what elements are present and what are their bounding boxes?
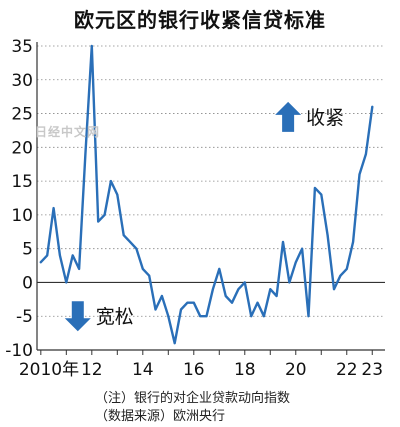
x-tick-label: 22 xyxy=(336,360,358,380)
data-point xyxy=(288,281,291,284)
data-point xyxy=(59,254,61,257)
data-point xyxy=(231,301,233,304)
data-point xyxy=(263,315,265,318)
data-point xyxy=(218,268,221,270)
data-point xyxy=(192,301,195,304)
x-tick-label: 18 xyxy=(234,360,256,380)
data-point xyxy=(212,288,214,291)
y-tick-label: 30 xyxy=(11,71,33,91)
data-point xyxy=(173,342,176,345)
data-point xyxy=(275,295,278,297)
data-point xyxy=(307,315,310,318)
data-point xyxy=(243,281,246,284)
x-tick-label: 16 xyxy=(183,360,205,380)
watermark-text: 日经中文网 xyxy=(35,125,101,139)
y-tick-label: -10 xyxy=(5,341,33,361)
data-point xyxy=(161,295,163,297)
x-tick-label: 12 xyxy=(81,360,103,380)
data-point xyxy=(320,193,323,196)
data-point xyxy=(301,247,304,250)
data-point xyxy=(90,45,93,47)
data-point xyxy=(237,288,240,291)
data-point xyxy=(333,288,335,291)
data-point xyxy=(122,234,125,237)
y-tick-label: 15 xyxy=(11,172,33,192)
data-point xyxy=(65,281,68,284)
data-point xyxy=(103,213,106,216)
data-point xyxy=(224,295,227,297)
up-arrow-icon xyxy=(275,101,302,132)
y-tick-label: 5 xyxy=(22,240,33,260)
series-layer xyxy=(39,44,374,345)
easing-annotation: 宽松 xyxy=(64,301,134,332)
grid-layer xyxy=(37,45,385,317)
x-tick-label: 14 xyxy=(132,360,154,380)
data-point xyxy=(326,234,329,237)
data-point xyxy=(46,254,49,257)
data-point xyxy=(313,186,316,189)
data-point xyxy=(167,315,170,318)
y-tick-label: 25 xyxy=(11,105,33,125)
data-point xyxy=(154,308,157,311)
note-description: （注）银行的对企业贷款动向指数 xyxy=(95,391,291,406)
x-tick-label: 2010年 xyxy=(19,360,79,380)
data-point xyxy=(269,288,272,291)
data-point xyxy=(97,220,100,223)
data-point xyxy=(71,254,74,257)
data-point xyxy=(199,315,202,318)
x-tick-label: 23 xyxy=(361,360,383,380)
data-point xyxy=(116,193,119,196)
data-point xyxy=(282,241,284,243)
y-tick-label: -5 xyxy=(16,307,33,327)
annotation-label: 宽松 xyxy=(96,306,134,328)
data-point xyxy=(110,180,112,183)
y-tick-label: 35 xyxy=(11,37,33,57)
data-point xyxy=(186,301,189,304)
note-source: （数据来源）欧洲央行 xyxy=(95,409,226,424)
data-point xyxy=(358,173,361,176)
y-axis: 35 30 25 20 15 10 5 0 -5 -10 xyxy=(5,37,38,361)
data-point xyxy=(52,207,55,210)
down-arrow-icon xyxy=(64,301,91,332)
y-tick-label: 0 xyxy=(22,273,33,293)
data-point xyxy=(78,268,80,270)
y-tick-label: 20 xyxy=(11,138,33,158)
x-tick-label: 20 xyxy=(285,360,307,380)
data-point xyxy=(180,308,182,311)
x-axis: 2010年 12 14 16 18 20 22 23 xyxy=(19,349,385,380)
tightening-annotation: 收紧 xyxy=(275,101,344,132)
annotation-label: 收紧 xyxy=(306,107,344,129)
data-point xyxy=(250,315,253,318)
data-point xyxy=(371,105,374,108)
data-point xyxy=(84,153,87,155)
data-point xyxy=(39,261,42,264)
data-point xyxy=(141,268,144,270)
data-point xyxy=(148,274,151,277)
data-point xyxy=(294,261,297,264)
data-point xyxy=(352,241,355,243)
data-point xyxy=(129,241,131,243)
data-point xyxy=(345,268,348,270)
data-point xyxy=(364,153,367,155)
chart-title: 欧元区的银行收紧信贷标准 xyxy=(74,8,326,32)
series-line xyxy=(39,44,374,345)
data-point xyxy=(135,247,138,250)
data-point xyxy=(339,274,342,277)
data-point xyxy=(256,301,259,304)
data-point xyxy=(205,315,208,318)
y-tick-label: 10 xyxy=(11,206,33,226)
